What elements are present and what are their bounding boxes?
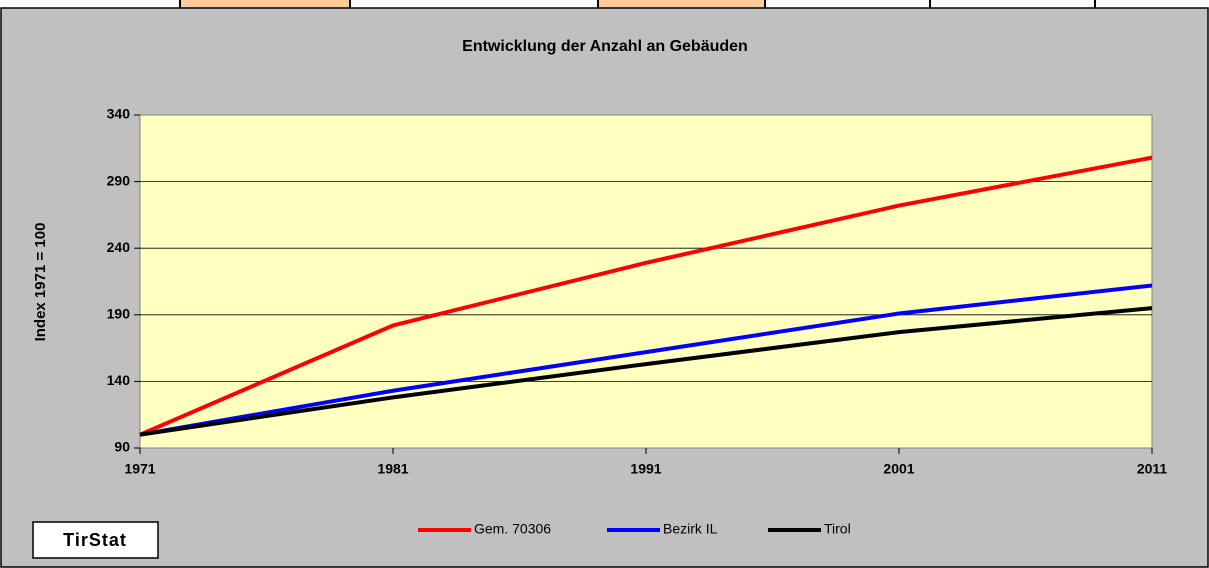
y-tick-label: 340 <box>107 106 131 122</box>
legend-label: Tirol <box>824 521 851 537</box>
sheet-borders <box>179 0 1096 8</box>
plot-area <box>139 114 1153 449</box>
y-axis-label: Index 1971 = 100 <box>32 223 49 342</box>
legend-label: Gem. 70306 <box>474 521 551 537</box>
logo-box <box>32 521 159 559</box>
x-tick-label: 1991 <box>630 461 661 477</box>
x-tick-label: 2011 <box>1137 461 1168 477</box>
y-tick-label: 90 <box>114 439 130 455</box>
y-tick-label: 140 <box>107 372 131 388</box>
series-line <box>139 283 1153 437</box>
legend-label: Bezirk IL <box>663 521 718 537</box>
sheet-cell <box>598 0 765 8</box>
y-tick-label: 190 <box>107 306 131 322</box>
y-tick-label: 290 <box>107 172 131 188</box>
series-line <box>139 155 1153 437</box>
sheet-cell <box>180 0 350 8</box>
y-tick-label: 240 <box>107 239 131 255</box>
logo: TirStat <box>63 530 127 550</box>
x-tick-label: 1971 <box>124 461 155 477</box>
series-line <box>139 306 1153 437</box>
x-tick-label: 2001 <box>883 461 914 477</box>
x-tick-label: 1981 <box>377 461 408 477</box>
chart-title: Entwicklung der Anzahl an Gebäuden <box>462 38 748 55</box>
